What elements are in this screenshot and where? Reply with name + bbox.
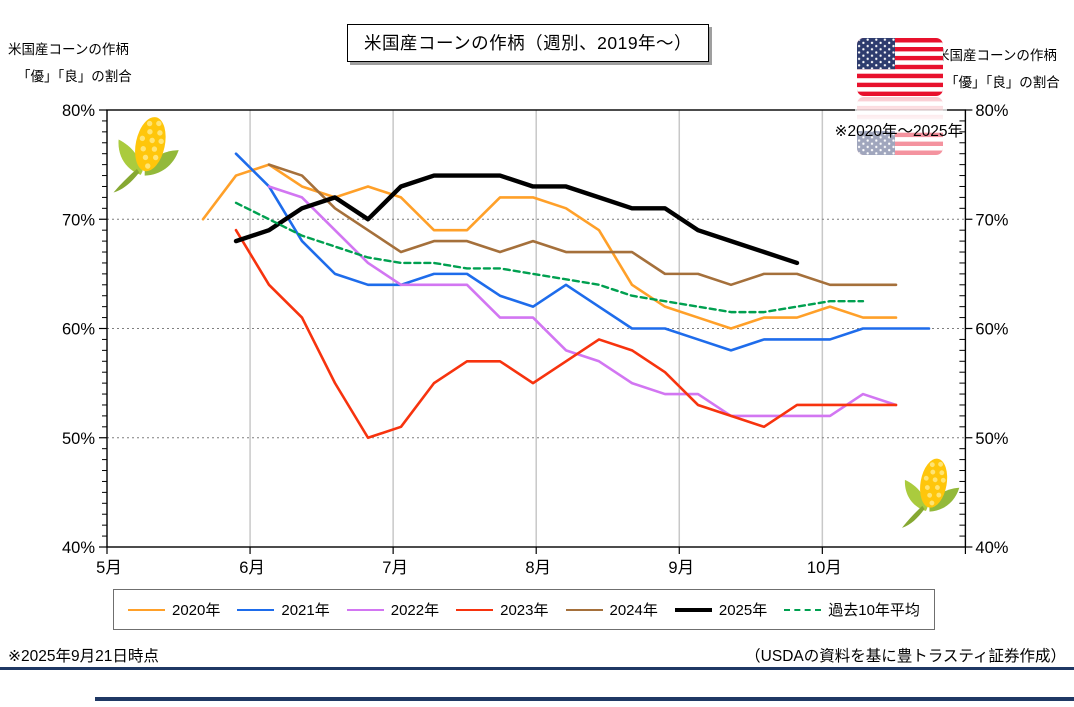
- series-line-2025年: [233, 173, 800, 266]
- legend-swatch-2023年: [456, 608, 494, 611]
- y-axis-label-right: 80%: [975, 102, 1008, 120]
- y-axis-label-left: 50%: [62, 430, 95, 448]
- legend-item-2023年: 2023年: [456, 599, 549, 620]
- legend-item-2021年: 2021年: [237, 599, 330, 620]
- y-axis-label-left: 60%: [62, 321, 95, 339]
- legend-swatch-2022年: [346, 608, 384, 611]
- plot-note-years: ※2020年～2025年: [834, 123, 963, 140]
- legend-label-2021年: 2021年: [281, 602, 330, 619]
- y-axis-label-right: 70%: [975, 211, 1008, 229]
- legend-label-過去10年平均: 過去10年平均: [828, 602, 920, 619]
- right-axis-caption-line1: 米国産コーンの作柄: [936, 48, 1057, 63]
- flag-reflection-fade: [855, 97, 947, 131]
- series-line-2021年: [234, 152, 931, 352]
- x-axis-label: 6月: [239, 559, 265, 577]
- legend-label-2025年: 2025年: [718, 602, 768, 619]
- chart-title: 米国産コーンの作柄（週別、2019年～）: [347, 24, 710, 62]
- corn-icon: [113, 117, 179, 193]
- legend-swatch-2024年: [565, 608, 603, 611]
- x-axis-label: 9月: [668, 559, 694, 577]
- y-axis-label-right: 60%: [975, 321, 1008, 339]
- left-axis-caption-line1: 米国産コーンの作柄: [8, 42, 129, 57]
- series-line-過去10年平均: [234, 201, 865, 314]
- series-line-2023年: [234, 228, 898, 440]
- legend-label-2022年: 2022年: [390, 602, 440, 619]
- series-line-2024年: [267, 163, 898, 287]
- y-axis-label-right: 50%: [975, 430, 1008, 448]
- footnote-as-of-date: ※2025年9月21日時点: [8, 648, 159, 665]
- legend-item-2024年: 2024年: [565, 599, 658, 620]
- legend-item-2020年: 2020年: [128, 599, 220, 620]
- legend-label-2024年: 2024年: [609, 602, 658, 619]
- legend-swatch-2020年: [128, 608, 165, 611]
- bottom-divider-line: [95, 697, 1074, 701]
- legend-swatch-2021年: [237, 608, 275, 611]
- series-line-2022年: [267, 185, 898, 418]
- legend-label-2023年: 2023年: [500, 602, 549, 619]
- left-axis-caption: 米国産コーンの作柄 「優」「良」の割合: [8, 36, 132, 90]
- legend-swatch-2025年: [674, 607, 712, 612]
- right-axis-caption-line2: 「優」「良」の割合: [945, 75, 1060, 90]
- right-axis-caption: 米国産コーンの作柄 「優」「良」の割合: [936, 42, 1060, 96]
- us-flag-icon: [855, 38, 947, 155]
- y-axis-label-left: 70%: [62, 211, 95, 229]
- legend-label-2020年: 2020年: [172, 602, 221, 619]
- x-axis-label: 10月: [807, 559, 842, 577]
- left-axis-caption-line2: 「優」「良」の割合: [17, 69, 132, 84]
- legend-item-過去10年平均: 過去10年平均: [784, 599, 920, 620]
- legend-item-2025年: 2025年: [674, 599, 768, 620]
- legend: 2020年 2021年 2022年 2023年 2024年 2025年 過去10年平均: [113, 589, 935, 630]
- x-axis-label: 8月: [525, 559, 551, 577]
- legend-item-2022年: 2022年: [346, 599, 440, 620]
- us-flag-icon: [857, 38, 943, 96]
- corn-icon: [901, 458, 960, 528]
- x-axis-label: 5月: [96, 559, 122, 577]
- footnote-source: （USDAの資料を基に豊トラスティ証券作成）: [745, 648, 1066, 665]
- legend-swatch-過去10年平均: [784, 608, 822, 611]
- footer-divider-line: [0, 667, 1074, 670]
- y-axis-label-left: 80%: [62, 102, 95, 120]
- y-axis-label-left: 40%: [62, 539, 95, 557]
- x-axis-label: 7月: [382, 559, 408, 577]
- y-axis-label-right: 40%: [975, 539, 1008, 557]
